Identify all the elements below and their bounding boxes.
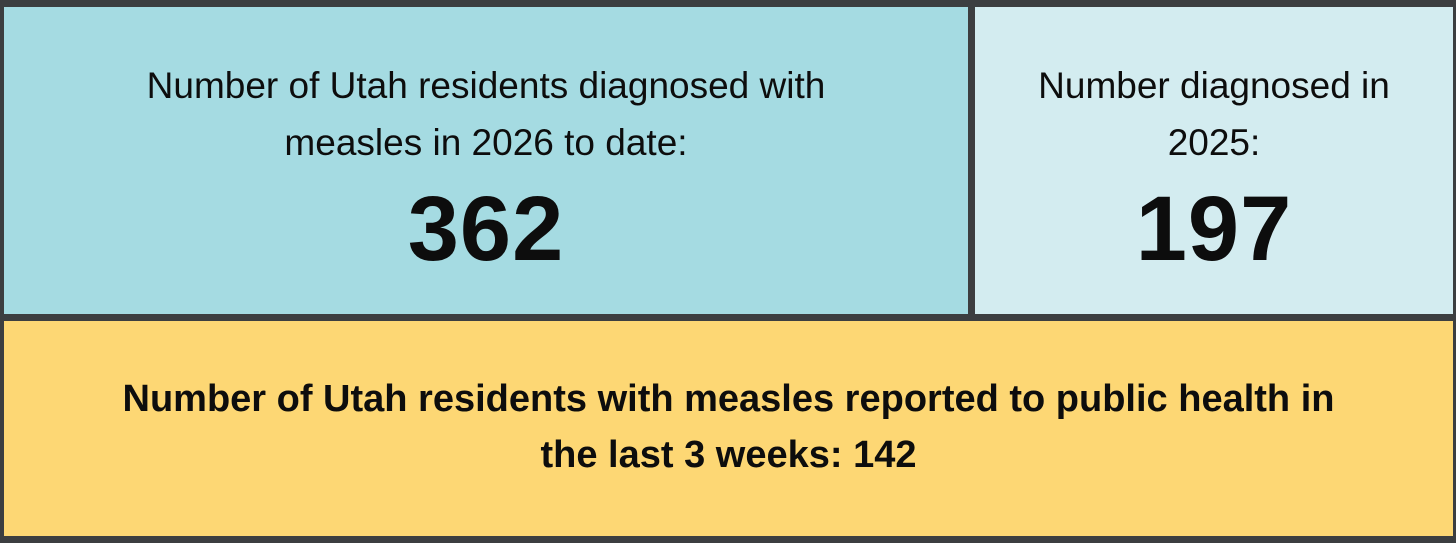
label-2026-cases: Number of Utah residents diagnosed with … bbox=[146, 65, 826, 163]
panel-2026-cases: Number of Utah residents diagnosed with … bbox=[4, 7, 968, 314]
label-2025-cases: Number diagnosed in 2025: bbox=[1038, 65, 1390, 163]
recent-cases-text: Number of Utah residents with measles re… bbox=[122, 377, 1335, 476]
count-2025-cases: 197 bbox=[1135, 178, 1293, 280]
panel-2025-cases: Number diagnosed in 2025: 197 bbox=[975, 7, 1453, 314]
count-2026-cases: 362 bbox=[407, 178, 565, 280]
panel-recent-cases: Number of Utah residents with measles re… bbox=[4, 321, 1453, 536]
